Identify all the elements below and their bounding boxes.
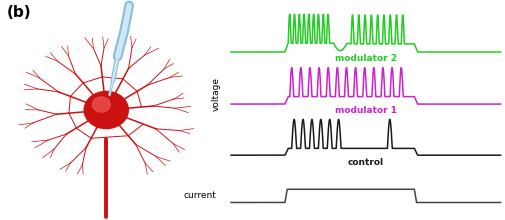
Text: modulator 2: modulator 2 <box>334 54 396 63</box>
Text: (b): (b) <box>7 6 31 20</box>
Circle shape <box>92 97 110 112</box>
Circle shape <box>84 92 128 128</box>
Text: modulator 1: modulator 1 <box>334 106 396 116</box>
Text: control: control <box>347 158 383 167</box>
Text: voltage: voltage <box>211 77 220 111</box>
Text: current: current <box>183 191 216 200</box>
